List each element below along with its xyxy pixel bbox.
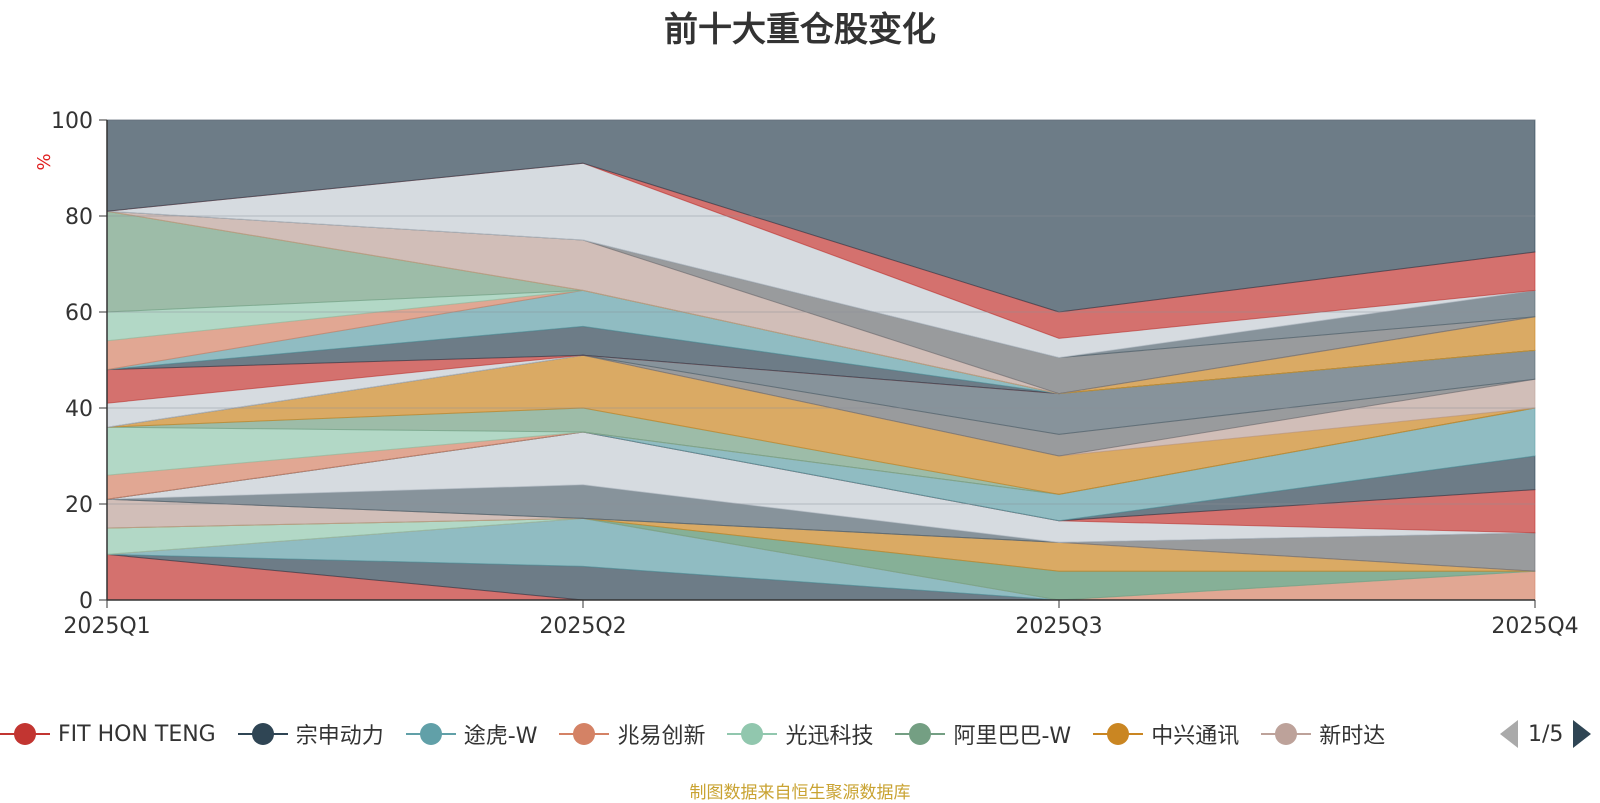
legend-marker-icon: [1093, 722, 1144, 746]
pager-prev-icon[interactable]: [1500, 720, 1518, 748]
legend-label: FIT HON TENG: [58, 721, 216, 747]
legend-marker-icon: [559, 722, 610, 746]
y-tick-label: 100: [51, 109, 93, 134]
pager-next-icon[interactable]: [1573, 720, 1592, 748]
legend-item[interactable]: 光迅科技: [727, 718, 873, 750]
pager-label: 1/5: [1528, 721, 1564, 747]
legend-marker-icon: [727, 722, 778, 746]
bands-layer: [106, 119, 1536, 601]
legend-label: 新时达: [1319, 724, 1386, 749]
y-tick-label: 40: [65, 397, 93, 422]
legend-label: 光迅科技: [785, 724, 874, 749]
grid-layer: [107, 119, 1535, 505]
legend-label: 阿里巴巴-W: [953, 724, 1072, 749]
legend-label: 中兴通讯: [1151, 724, 1240, 749]
legend-item[interactable]: 新时达: [1261, 718, 1385, 750]
legend-item[interactable]: 宗申动力: [237, 718, 384, 750]
legend-item[interactable]: 阿里巴巴-W: [895, 718, 1071, 750]
legend-marker-icon: [405, 722, 456, 746]
y-tick-label: 20: [65, 493, 93, 518]
x-tick-label: 2025Q4: [1491, 614, 1578, 639]
area-band-34: [106, 119, 1536, 313]
legend-pager: 1/5: [1500, 716, 1592, 752]
legend-label: 宗申动力: [295, 724, 384, 749]
legend-label: 途虎-W: [463, 724, 538, 749]
legend-marker-icon: [1261, 722, 1312, 746]
legend-item[interactable]: 兆易创新: [559, 718, 705, 750]
chart-title: 前十大重仓股变化: [664, 10, 936, 50]
legend-label: 兆易创新: [617, 724, 706, 749]
x-tick-label: 2025Q1: [63, 614, 150, 639]
axis-layer: 0 20 40 60 80 100 2025Q1 2025Q2 2025Q3 2025Q4%: [34, 109, 1579, 639]
legend-item[interactable]: FIT HON TENG: [0, 722, 216, 747]
legend-item[interactable]: 途虎-W: [405, 718, 538, 750]
y-tick-label: 80: [65, 205, 93, 230]
legend-item[interactable]: 中兴通讯: [1093, 718, 1239, 750]
legend-marker-icon: [237, 722, 288, 746]
x-tick-label: 2025Q2: [539, 614, 626, 639]
y-axis-unit-label: %: [34, 153, 55, 170]
y-tick-label: 60: [65, 301, 93, 326]
legend: FIT HON TENG 宗申动力 途虎-W 兆易创新 光迅科技 阿里巴巴-W 中兴通讯 新时…: [0, 716, 1407, 752]
legend-marker-icon: [0, 722, 50, 746]
y-tick-label: 0: [79, 589, 93, 614]
legend-marker-icon: [895, 722, 946, 746]
x-tick-label: 2025Q3: [1015, 614, 1102, 639]
source-note: 制图数据来自恒生聚源数据库: [689, 783, 911, 803]
